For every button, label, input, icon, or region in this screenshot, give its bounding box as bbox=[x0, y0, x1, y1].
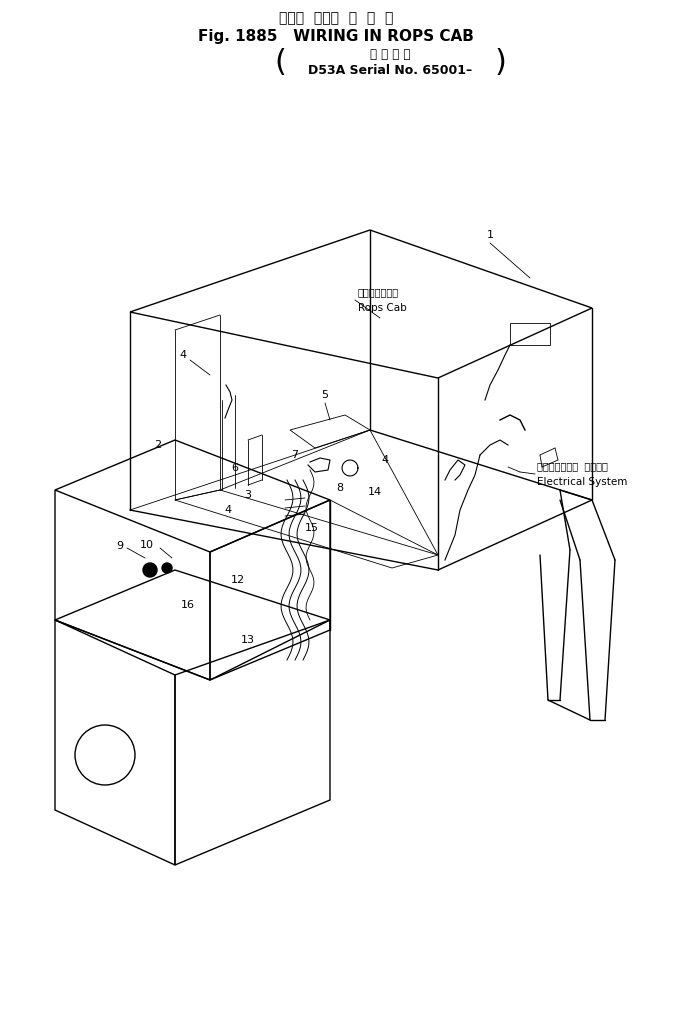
Text: エレクトリカル  システム: エレクトリカル システム bbox=[537, 461, 608, 470]
Text: 9: 9 bbox=[116, 541, 124, 551]
Text: 12: 12 bbox=[231, 575, 245, 585]
Text: 4: 4 bbox=[180, 350, 186, 360]
Text: Fig. 1885   WIRING IN ROPS CAB: Fig. 1885 WIRING IN ROPS CAB bbox=[198, 28, 474, 44]
Text: 4: 4 bbox=[224, 505, 232, 515]
Text: 2: 2 bbox=[154, 440, 162, 450]
Text: 7: 7 bbox=[291, 450, 299, 460]
Text: 4: 4 bbox=[382, 455, 388, 465]
Text: Electrical System: Electrical System bbox=[537, 477, 627, 487]
Text: 15: 15 bbox=[305, 523, 319, 533]
Text: ): ) bbox=[494, 48, 506, 76]
Text: 8: 8 bbox=[336, 483, 343, 493]
Text: 16: 16 bbox=[181, 600, 195, 610]
Text: 13: 13 bbox=[241, 635, 255, 645]
Text: (: ( bbox=[274, 48, 286, 76]
Text: ロプス  ギャブ  内  配  線: ロプス ギャブ 内 配 線 bbox=[279, 11, 393, 25]
Text: 6: 6 bbox=[232, 463, 238, 473]
Text: 3: 3 bbox=[244, 490, 252, 500]
Text: 1: 1 bbox=[487, 230, 493, 240]
Text: ロップスキャブ: ロップスキャブ bbox=[358, 287, 399, 297]
Circle shape bbox=[143, 563, 157, 577]
Bar bbox=[510, 323, 550, 345]
Text: 10: 10 bbox=[140, 540, 154, 550]
Text: 通 用 号 機: 通 用 号 機 bbox=[369, 48, 410, 61]
Text: Rops Cab: Rops Cab bbox=[358, 303, 406, 313]
Text: D53A Serial No. 65001–: D53A Serial No. 65001– bbox=[308, 64, 472, 76]
Circle shape bbox=[162, 563, 172, 573]
Text: 5: 5 bbox=[322, 390, 328, 400]
Text: 14: 14 bbox=[368, 487, 382, 497]
